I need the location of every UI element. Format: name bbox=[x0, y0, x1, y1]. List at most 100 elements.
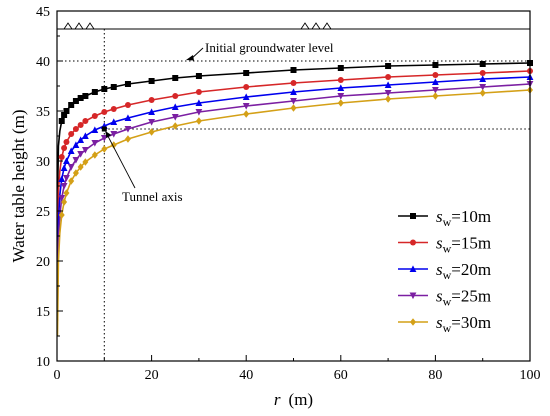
legend-subscript: w bbox=[443, 215, 452, 229]
data-point bbox=[337, 93, 345, 100]
data-point bbox=[195, 99, 203, 106]
data-point bbox=[63, 189, 70, 197]
data-point bbox=[91, 140, 99, 147]
data-point bbox=[124, 81, 131, 87]
data-point bbox=[195, 89, 202, 95]
data-point bbox=[171, 103, 179, 110]
data-point bbox=[91, 89, 98, 95]
data-point bbox=[385, 63, 392, 69]
data-point bbox=[479, 75, 487, 82]
groundwater-pointer-arrow bbox=[186, 55, 194, 61]
data-point bbox=[110, 106, 117, 112]
data-point bbox=[243, 70, 250, 76]
data-point bbox=[124, 126, 132, 133]
legend-entry-5: sw=30m bbox=[398, 313, 491, 335]
data-point bbox=[432, 87, 439, 94]
x-tick-label: 60 bbox=[334, 368, 348, 383]
legend-entry-1: sw=10m bbox=[398, 207, 491, 229]
legend-label: sw=30m bbox=[436, 313, 491, 335]
y-axis-title: Water table height (m) bbox=[9, 110, 28, 263]
legend-symbol: s bbox=[436, 260, 443, 279]
data-point bbox=[101, 86, 108, 92]
data-point bbox=[58, 118, 65, 124]
legend-symbol: s bbox=[436, 234, 443, 253]
data-point bbox=[290, 88, 297, 95]
x-tick-label: 40 bbox=[239, 368, 253, 383]
data-point bbox=[172, 122, 179, 130]
data-point bbox=[68, 177, 75, 185]
legend-subscript: w bbox=[443, 295, 452, 309]
data-point bbox=[82, 118, 89, 124]
y-tick-label: 25 bbox=[36, 205, 50, 220]
legend-label: sw=25m bbox=[436, 287, 491, 309]
data-point bbox=[479, 89, 486, 97]
data-point bbox=[290, 104, 297, 112]
x-tick-label: 0 bbox=[54, 368, 61, 383]
data-point bbox=[432, 78, 439, 85]
legend-subscript: w bbox=[443, 321, 452, 335]
legend-symbol: s bbox=[436, 313, 443, 332]
data-point bbox=[77, 136, 85, 143]
data-point bbox=[195, 73, 202, 79]
data-point bbox=[384, 90, 392, 97]
data-point bbox=[385, 74, 392, 80]
data-point bbox=[91, 113, 98, 119]
tunnel-pointer-arrow bbox=[105, 131, 112, 138]
tunnel-pointer-line bbox=[105, 132, 136, 189]
legend-label: sw=10m bbox=[436, 207, 491, 229]
y-tick-label: 40 bbox=[36, 55, 50, 70]
legend-subscript: w bbox=[443, 242, 452, 256]
legend-label: sw=20m bbox=[436, 260, 491, 282]
data-point bbox=[60, 164, 68, 171]
series-1 bbox=[56, 60, 533, 202]
y-tick-label: 20 bbox=[36, 255, 50, 270]
initial-groundwater-label: Initial groundwater level bbox=[205, 40, 334, 55]
legend-value: =30m bbox=[451, 313, 491, 332]
data-point bbox=[77, 122, 84, 128]
data-point bbox=[72, 141, 80, 148]
y-tick-label: 30 bbox=[36, 155, 50, 170]
tunnel-axis-marker bbox=[101, 126, 107, 132]
data-point bbox=[58, 175, 66, 182]
data-point bbox=[67, 147, 75, 154]
plot-frame bbox=[56, 10, 531, 362]
data-point bbox=[243, 84, 250, 90]
data-point bbox=[63, 157, 70, 164]
series-5 bbox=[56, 86, 533, 337]
data-point bbox=[81, 132, 89, 139]
data-point bbox=[68, 131, 75, 137]
data-point bbox=[63, 139, 70, 145]
data-point bbox=[58, 195, 66, 202]
data-point bbox=[61, 198, 68, 206]
data-point bbox=[81, 147, 89, 154]
data-point bbox=[77, 163, 84, 171]
data-point bbox=[384, 81, 392, 88]
data-point bbox=[58, 154, 65, 160]
data-point bbox=[77, 95, 84, 101]
y-tick-label: 10 bbox=[36, 355, 50, 370]
legend-entry-3: sw=20m bbox=[398, 260, 491, 282]
data-point bbox=[337, 84, 345, 91]
data-point bbox=[432, 62, 439, 68]
data-point bbox=[100, 135, 108, 142]
data-point bbox=[61, 112, 68, 118]
legend-entry-2: sw=15m bbox=[398, 234, 491, 256]
data-point bbox=[290, 67, 297, 73]
legend-swatch-marker bbox=[409, 292, 417, 300]
data-point bbox=[479, 70, 486, 76]
data-point bbox=[72, 169, 79, 177]
data-point bbox=[91, 151, 98, 159]
data-point bbox=[290, 98, 297, 105]
legend-value: =15m bbox=[451, 234, 491, 253]
data-point bbox=[101, 109, 108, 115]
data-point bbox=[124, 114, 132, 121]
data-point bbox=[101, 145, 108, 153]
legend-swatch-marker bbox=[410, 213, 416, 219]
data-point bbox=[171, 114, 179, 121]
axes: 0 20 40 60 80 100 10 15 20 25 30 35 40 45 bbox=[36, 5, 541, 383]
data-point bbox=[479, 84, 487, 91]
y-tick-label: 45 bbox=[36, 5, 50, 20]
data-point bbox=[72, 157, 80, 164]
legend-symbol: s bbox=[436, 207, 443, 226]
